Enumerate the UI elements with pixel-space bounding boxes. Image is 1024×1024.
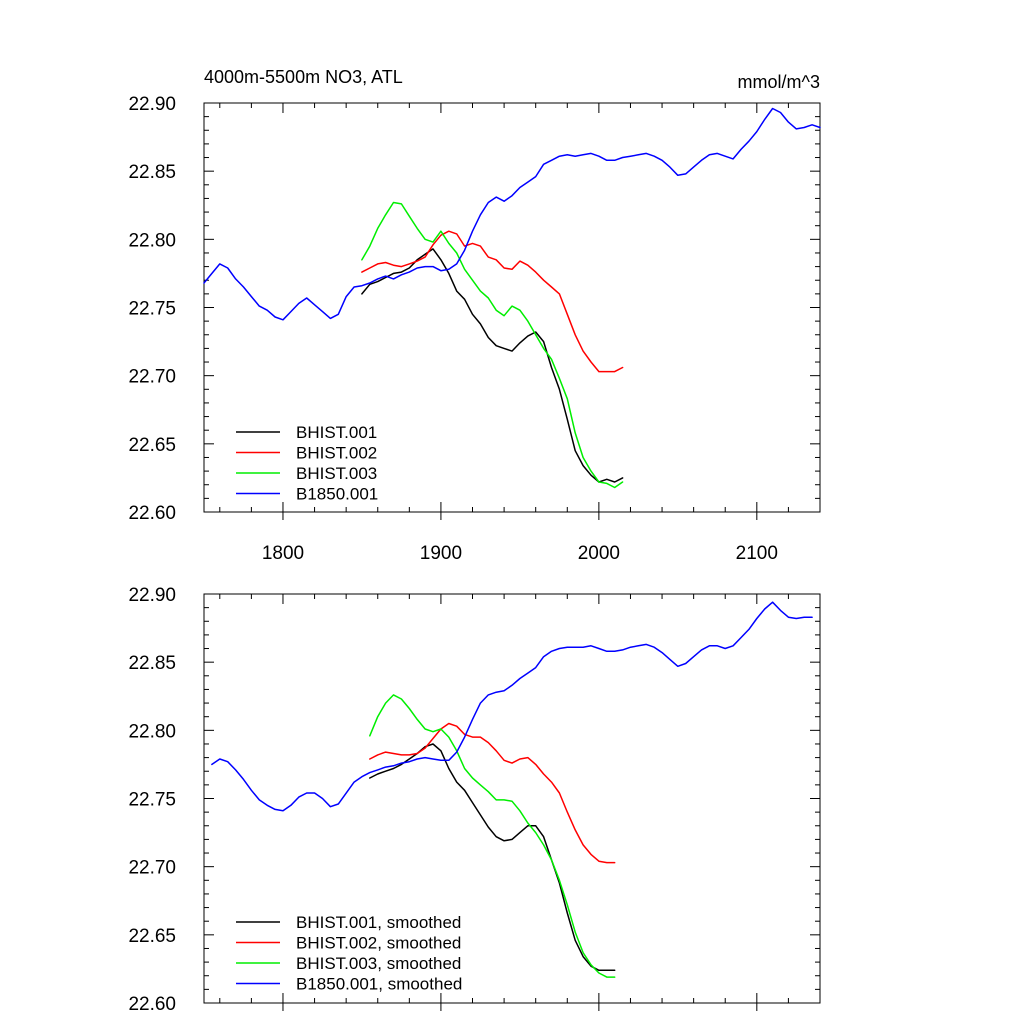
chart-title: 4000m-5500m NO3, ATL [204, 67, 403, 87]
legend-label: BHIST.001, smoothed [296, 913, 461, 932]
legend-label: B1850.001 [296, 485, 378, 504]
series-line-bhist-001 [361, 248, 624, 483]
x-tick-label: 2100 [736, 543, 778, 564]
x-tick-label: 1900 [420, 543, 462, 564]
y-tick-label: 22.65 [128, 435, 176, 456]
legend-label: BHIST.003, smoothed [296, 954, 461, 973]
legend-label: BHIST.003 [296, 464, 377, 483]
units-label: mmol/m^3 [738, 72, 820, 92]
y-tick-label: 22.85 [128, 653, 176, 674]
series-line-bhist-002 [361, 230, 624, 373]
bottom-panel: 22.60 22.65 22.70 22.75 22.80 22.85 22.90 BHIST… [128, 585, 821, 1015]
legend-label: BHIST.001 [296, 423, 377, 442]
y-tick-label: 22.75 [128, 790, 176, 811]
y-tick-label: 22.65 [128, 926, 176, 947]
y-tick-label: 22.70 [128, 858, 176, 879]
y-tick-label: 22.90 [128, 585, 176, 606]
series-line-b1850-001 [203, 107, 821, 321]
legend-label: B1850.001, smoothed [296, 975, 462, 994]
series-line-bhist-001-smoothed [369, 743, 616, 972]
y-tick-label: 22.75 [128, 299, 176, 320]
y-tick-label: 22.90 [128, 94, 176, 115]
series-line-bhist-002-smoothed [369, 722, 616, 864]
series-line-bhist-003 [361, 201, 624, 489]
x-tick-label: 2000 [578, 543, 620, 564]
y-tick-label: 22.60 [128, 503, 176, 524]
series-line-bhist-003-smoothed [369, 694, 616, 978]
y-tick-label: 22.80 [128, 230, 176, 251]
legend-label: BHIST.002, smoothed [296, 934, 461, 953]
series-line-b1850-001-smoothed [211, 601, 813, 812]
legend-label: BHIST.002 [296, 444, 377, 463]
x-tick-label: 1800 [262, 543, 304, 564]
top-panel: 22.60 22.65 22.70 22.75 22.80 22.85 22.90 1800 1… [128, 67, 821, 564]
y-tick-label: 22.60 [128, 994, 176, 1015]
y-tick-label: 22.80 [128, 721, 176, 742]
y-tick-label: 22.70 [128, 367, 176, 388]
y-tick-label: 22.85 [128, 162, 176, 183]
